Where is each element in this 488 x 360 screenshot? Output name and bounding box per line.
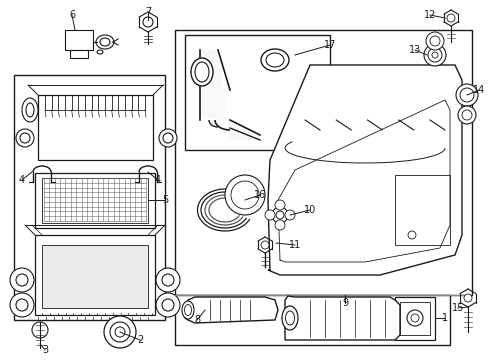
Ellipse shape bbox=[265, 53, 284, 67]
Circle shape bbox=[461, 110, 471, 120]
Bar bbox=[35, 173, 155, 228]
Circle shape bbox=[16, 299, 28, 311]
Circle shape bbox=[274, 200, 285, 210]
Ellipse shape bbox=[261, 49, 288, 71]
Text: 7: 7 bbox=[144, 7, 151, 17]
Bar bbox=[70, 50, 88, 58]
Circle shape bbox=[423, 44, 445, 66]
Circle shape bbox=[271, 207, 287, 223]
Text: 14: 14 bbox=[472, 85, 484, 95]
Bar bbox=[65, 30, 93, 50]
Circle shape bbox=[142, 17, 153, 27]
Circle shape bbox=[446, 14, 454, 22]
Text: 4: 4 bbox=[155, 175, 161, 185]
Circle shape bbox=[32, 322, 48, 338]
Circle shape bbox=[16, 129, 34, 147]
Polygon shape bbox=[200, 50, 260, 140]
Circle shape bbox=[159, 129, 177, 147]
Text: 1: 1 bbox=[441, 313, 447, 323]
Circle shape bbox=[230, 181, 259, 209]
Circle shape bbox=[264, 210, 274, 220]
Circle shape bbox=[427, 48, 441, 62]
Circle shape bbox=[162, 274, 174, 286]
Circle shape bbox=[156, 268, 180, 292]
Bar bbox=[399, 302, 429, 335]
Text: 13: 13 bbox=[408, 45, 420, 55]
Circle shape bbox=[457, 106, 475, 124]
Bar bbox=[175, 295, 449, 345]
Text: 10: 10 bbox=[303, 205, 315, 215]
Circle shape bbox=[261, 241, 268, 249]
Circle shape bbox=[10, 293, 34, 317]
Ellipse shape bbox=[184, 305, 191, 315]
Circle shape bbox=[115, 327, 125, 337]
Polygon shape bbox=[184, 297, 278, 323]
Text: 16: 16 bbox=[253, 190, 265, 200]
Ellipse shape bbox=[96, 35, 114, 49]
Bar bbox=[38, 95, 153, 160]
Circle shape bbox=[459, 88, 473, 102]
Circle shape bbox=[425, 32, 443, 50]
Ellipse shape bbox=[97, 50, 103, 54]
Text: 11: 11 bbox=[288, 240, 301, 250]
Text: 5: 5 bbox=[162, 195, 168, 205]
Ellipse shape bbox=[182, 301, 194, 319]
Circle shape bbox=[162, 299, 174, 311]
Text: 9: 9 bbox=[341, 298, 347, 308]
Circle shape bbox=[275, 211, 284, 219]
Circle shape bbox=[407, 231, 415, 239]
Circle shape bbox=[156, 293, 180, 317]
Polygon shape bbox=[267, 65, 461, 275]
Circle shape bbox=[285, 210, 294, 220]
Bar bbox=[14, 75, 164, 320]
Text: 17: 17 bbox=[323, 40, 336, 50]
Circle shape bbox=[410, 314, 418, 322]
Circle shape bbox=[20, 133, 30, 143]
Bar bbox=[175, 30, 471, 295]
Bar bbox=[42, 245, 148, 308]
Ellipse shape bbox=[26, 103, 34, 117]
Polygon shape bbox=[285, 296, 399, 340]
Circle shape bbox=[110, 322, 130, 342]
Bar bbox=[184, 35, 329, 150]
Circle shape bbox=[274, 220, 285, 230]
Bar bbox=[394, 297, 434, 340]
Text: 15: 15 bbox=[451, 303, 463, 313]
Circle shape bbox=[16, 274, 28, 286]
Text: 3: 3 bbox=[42, 345, 48, 355]
Circle shape bbox=[104, 316, 136, 348]
Circle shape bbox=[455, 84, 477, 106]
Circle shape bbox=[429, 36, 439, 46]
Text: 2: 2 bbox=[137, 335, 143, 345]
Bar bbox=[35, 235, 155, 315]
Circle shape bbox=[431, 52, 437, 58]
Circle shape bbox=[224, 175, 264, 215]
Bar bbox=[42, 178, 148, 223]
Ellipse shape bbox=[22, 98, 38, 122]
Circle shape bbox=[10, 268, 34, 292]
Bar bbox=[394, 175, 449, 245]
Text: 12: 12 bbox=[423, 10, 435, 20]
Ellipse shape bbox=[285, 311, 294, 325]
Text: 4: 4 bbox=[19, 175, 25, 185]
Ellipse shape bbox=[100, 38, 110, 46]
Ellipse shape bbox=[282, 306, 297, 330]
Text: 8: 8 bbox=[194, 315, 200, 325]
Circle shape bbox=[406, 310, 422, 326]
Text: 6: 6 bbox=[69, 10, 75, 20]
Circle shape bbox=[163, 133, 173, 143]
Circle shape bbox=[463, 294, 471, 302]
Ellipse shape bbox=[191, 58, 213, 86]
Ellipse shape bbox=[195, 62, 208, 82]
